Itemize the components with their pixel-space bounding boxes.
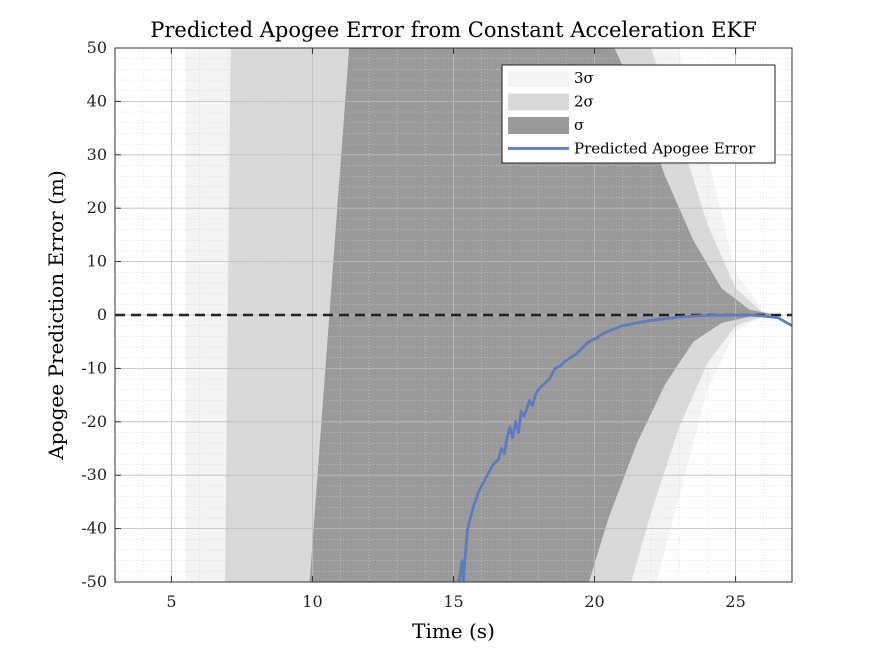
y-tick-label: 40 — [87, 91, 107, 110]
legend: 3σ 2σ σ Predicted Apogee Error — [501, 64, 776, 164]
x-tick-label: 10 — [302, 592, 322, 611]
y-axis-label: Apogee Prediction Error (m) — [44, 170, 68, 460]
legend-label-3: σ — [574, 116, 584, 134]
x-tick-label: 20 — [584, 592, 604, 611]
x-tick-label: 15 — [443, 592, 463, 611]
series-layer — [457, 313, 792, 582]
y-tick-label: 20 — [87, 198, 107, 217]
x-axis-label: Time (s) — [412, 619, 495, 643]
series-line-1 — [457, 313, 792, 582]
y-tick-label: 0 — [97, 305, 107, 324]
legend-label-1: 3σ — [574, 69, 594, 87]
y-tick-label: -20 — [81, 412, 107, 431]
legend-swatch-1 — [508, 70, 569, 87]
x-tick-label: 25 — [725, 592, 745, 611]
legend-label-4: Predicted Apogee Error — [574, 140, 756, 158]
legend-label-2: 2σ — [574, 93, 594, 111]
y-tick-label: -40 — [81, 519, 107, 538]
y-tick-label: -30 — [81, 465, 107, 484]
y-tick-label: -10 — [81, 358, 107, 377]
legend-swatch-2 — [508, 93, 569, 111]
y-tick-label: 50 — [87, 38, 107, 57]
y-tick-label: -50 — [81, 572, 107, 591]
y-tick-label: 10 — [87, 252, 107, 271]
y-tick-label: 30 — [87, 145, 107, 164]
x-tick-label: 5 — [166, 592, 176, 611]
chart-title: Predicted Apogee Error from Constant Acc… — [150, 18, 757, 42]
legend-swatch-3 — [508, 117, 569, 134]
axis-ticks: 5 10 15 20 25 50 40 30 20 10 0 -10 -20 -30 -40 -50 — [81, 38, 746, 611]
